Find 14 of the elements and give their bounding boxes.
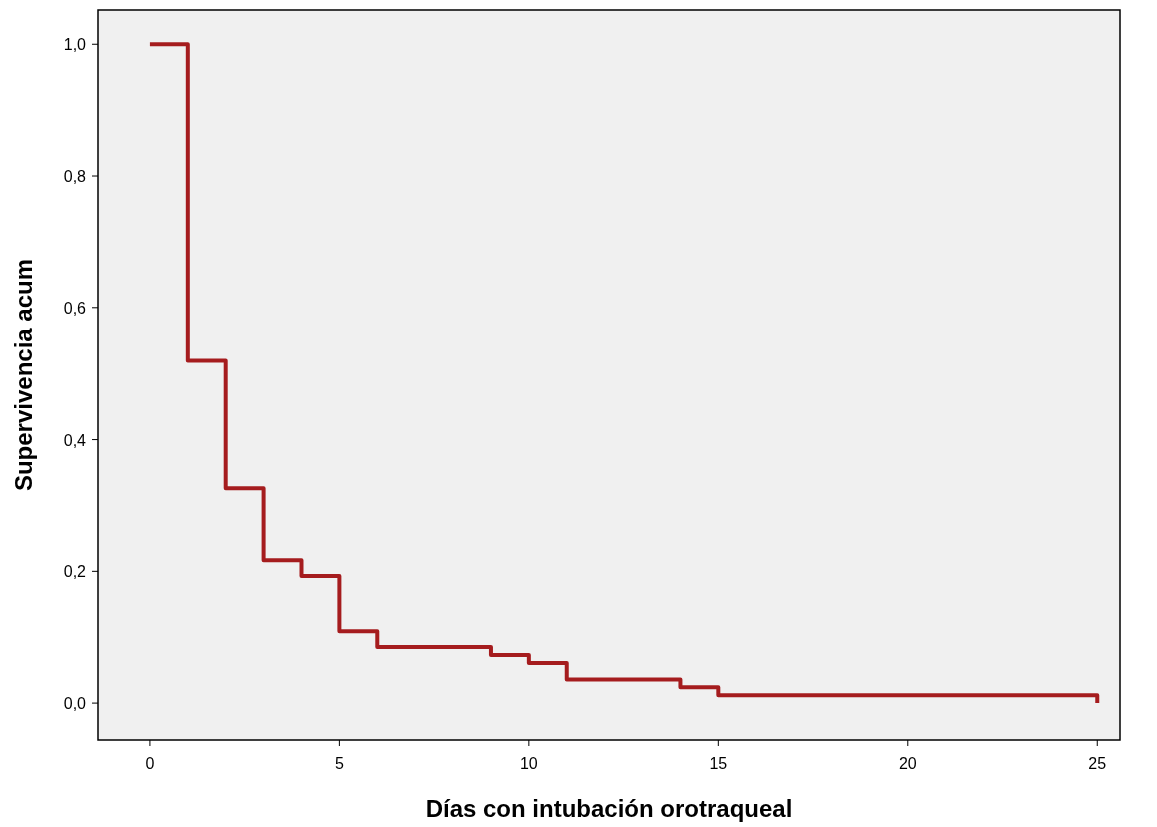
x-tick-label: 5 (334, 755, 344, 772)
x-tick-label: 20 (898, 755, 917, 772)
y-tick-label: 0,8 (63, 168, 87, 186)
x-tick-label: 25 (1088, 755, 1107, 772)
y-tick-label: 0,2 (63, 563, 87, 581)
y-tick-label: 0,0 (63, 695, 87, 713)
y-tick-label: 1,0 (63, 36, 87, 54)
x-axis-title: Días con intubación orotraqueal (425, 795, 793, 822)
y-tick-label: 0,6 (63, 299, 87, 317)
x-tick-label: 15 (709, 755, 728, 772)
x-tick-label: 0 (145, 755, 155, 772)
x-tick-label: 10 (519, 755, 538, 772)
y-axis-title: Supervivencia acum (10, 258, 37, 492)
y-tick-label: 0,4 (63, 431, 87, 449)
